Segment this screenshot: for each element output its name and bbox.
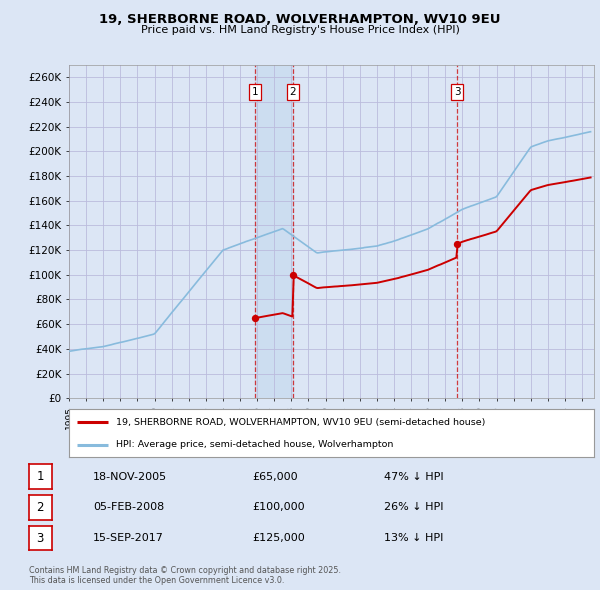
Text: 2: 2	[290, 87, 296, 97]
Text: 2: 2	[37, 501, 44, 514]
Text: 47% ↓ HPI: 47% ↓ HPI	[384, 472, 443, 481]
Text: £125,000: £125,000	[252, 533, 305, 543]
Text: 26% ↓ HPI: 26% ↓ HPI	[384, 503, 443, 512]
Text: £65,000: £65,000	[252, 472, 298, 481]
Text: 1: 1	[252, 87, 259, 97]
Text: 1: 1	[37, 470, 44, 483]
Text: 15-SEP-2017: 15-SEP-2017	[93, 533, 164, 543]
Text: 3: 3	[454, 87, 461, 97]
Text: £100,000: £100,000	[252, 503, 305, 512]
Text: Contains HM Land Registry data © Crown copyright and database right 2025.
This d: Contains HM Land Registry data © Crown c…	[29, 566, 341, 585]
Point	[288, 270, 298, 280]
Text: 3: 3	[37, 532, 44, 545]
Bar	[255, 65, 293, 398]
Text: Price paid vs. HM Land Registry's House Price Index (HPI): Price paid vs. HM Land Registry's House …	[140, 25, 460, 35]
Text: HPI: Average price, semi-detached house, Wolverhampton: HPI: Average price, semi-detached house,…	[116, 440, 394, 449]
Text: 05-FEB-2008: 05-FEB-2008	[93, 503, 164, 512]
Text: 13% ↓ HPI: 13% ↓ HPI	[384, 533, 443, 543]
Text: 19, SHERBORNE ROAD, WOLVERHAMPTON, WV10 9EU: 19, SHERBORNE ROAD, WOLVERHAMPTON, WV10 …	[99, 13, 501, 26]
Point	[250, 313, 260, 323]
Point	[452, 239, 462, 248]
Text: 18-NOV-2005: 18-NOV-2005	[93, 472, 167, 481]
Text: 19, SHERBORNE ROAD, WOLVERHAMPTON, WV10 9EU (semi-detached house): 19, SHERBORNE ROAD, WOLVERHAMPTON, WV10 …	[116, 418, 485, 427]
